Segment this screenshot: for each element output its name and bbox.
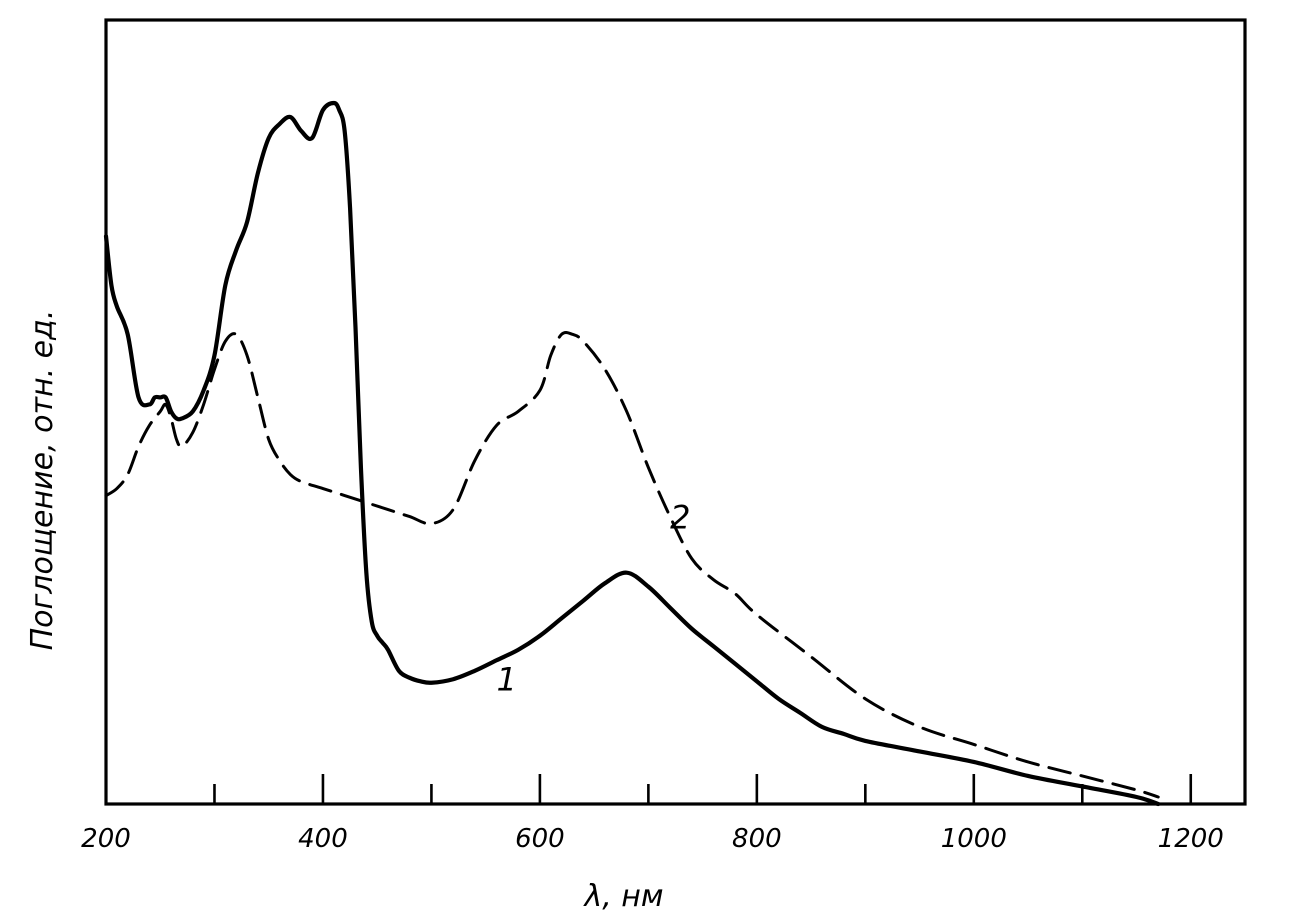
- y-axis-label: Поглощение, отн. ед.: [25, 310, 60, 651]
- series-2-label: 2: [670, 499, 690, 537]
- plot-frame: [104, 18, 1247, 806]
- series-1-label: 1: [497, 660, 517, 698]
- x-axis-ticks: 200 400 600 800 1000 1200: [81, 774, 1224, 854]
- x-tick-label-600: 600: [515, 824, 565, 854]
- x-tick-label-800: 800: [732, 824, 782, 854]
- series-1-line: [103, 100, 1161, 807]
- x-tick-label-200: 200: [81, 824, 131, 854]
- x-tick-label-1200: 1200: [1158, 824, 1224, 854]
- series-2-line: [104, 330, 1160, 799]
- x-tick-label-1000: 1000: [941, 824, 1007, 854]
- x-axis-label: λ, нм: [582, 879, 663, 914]
- x-tick-label-400: 400: [298, 824, 348, 854]
